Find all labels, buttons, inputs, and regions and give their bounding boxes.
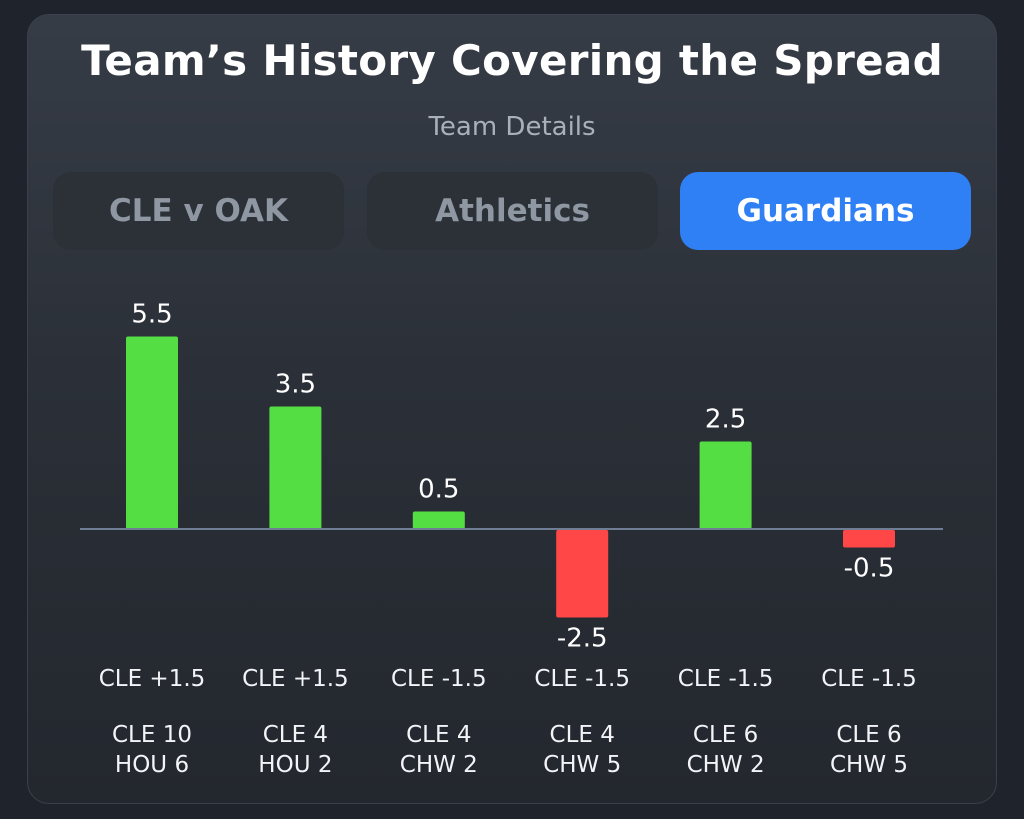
tab-athletics[interactable]: Athletics <box>367 172 658 250</box>
tab-guardians[interactable]: Guardians <box>680 172 971 250</box>
team-tabs: CLE v OAK Athletics Guardians <box>53 172 972 250</box>
tab-matchup-label: CLE v OAK <box>108 193 288 229</box>
tab-guardians-label: Guardians <box>736 193 915 229</box>
page-title: Team’s History Covering the Spread <box>81 36 943 85</box>
tab-athletics-label: Athletics <box>435 193 590 229</box>
tab-matchup[interactable]: CLE v OAK <box>53 172 344 250</box>
chart-card <box>27 14 997 804</box>
page-subtitle: Team Details <box>428 112 596 142</box>
